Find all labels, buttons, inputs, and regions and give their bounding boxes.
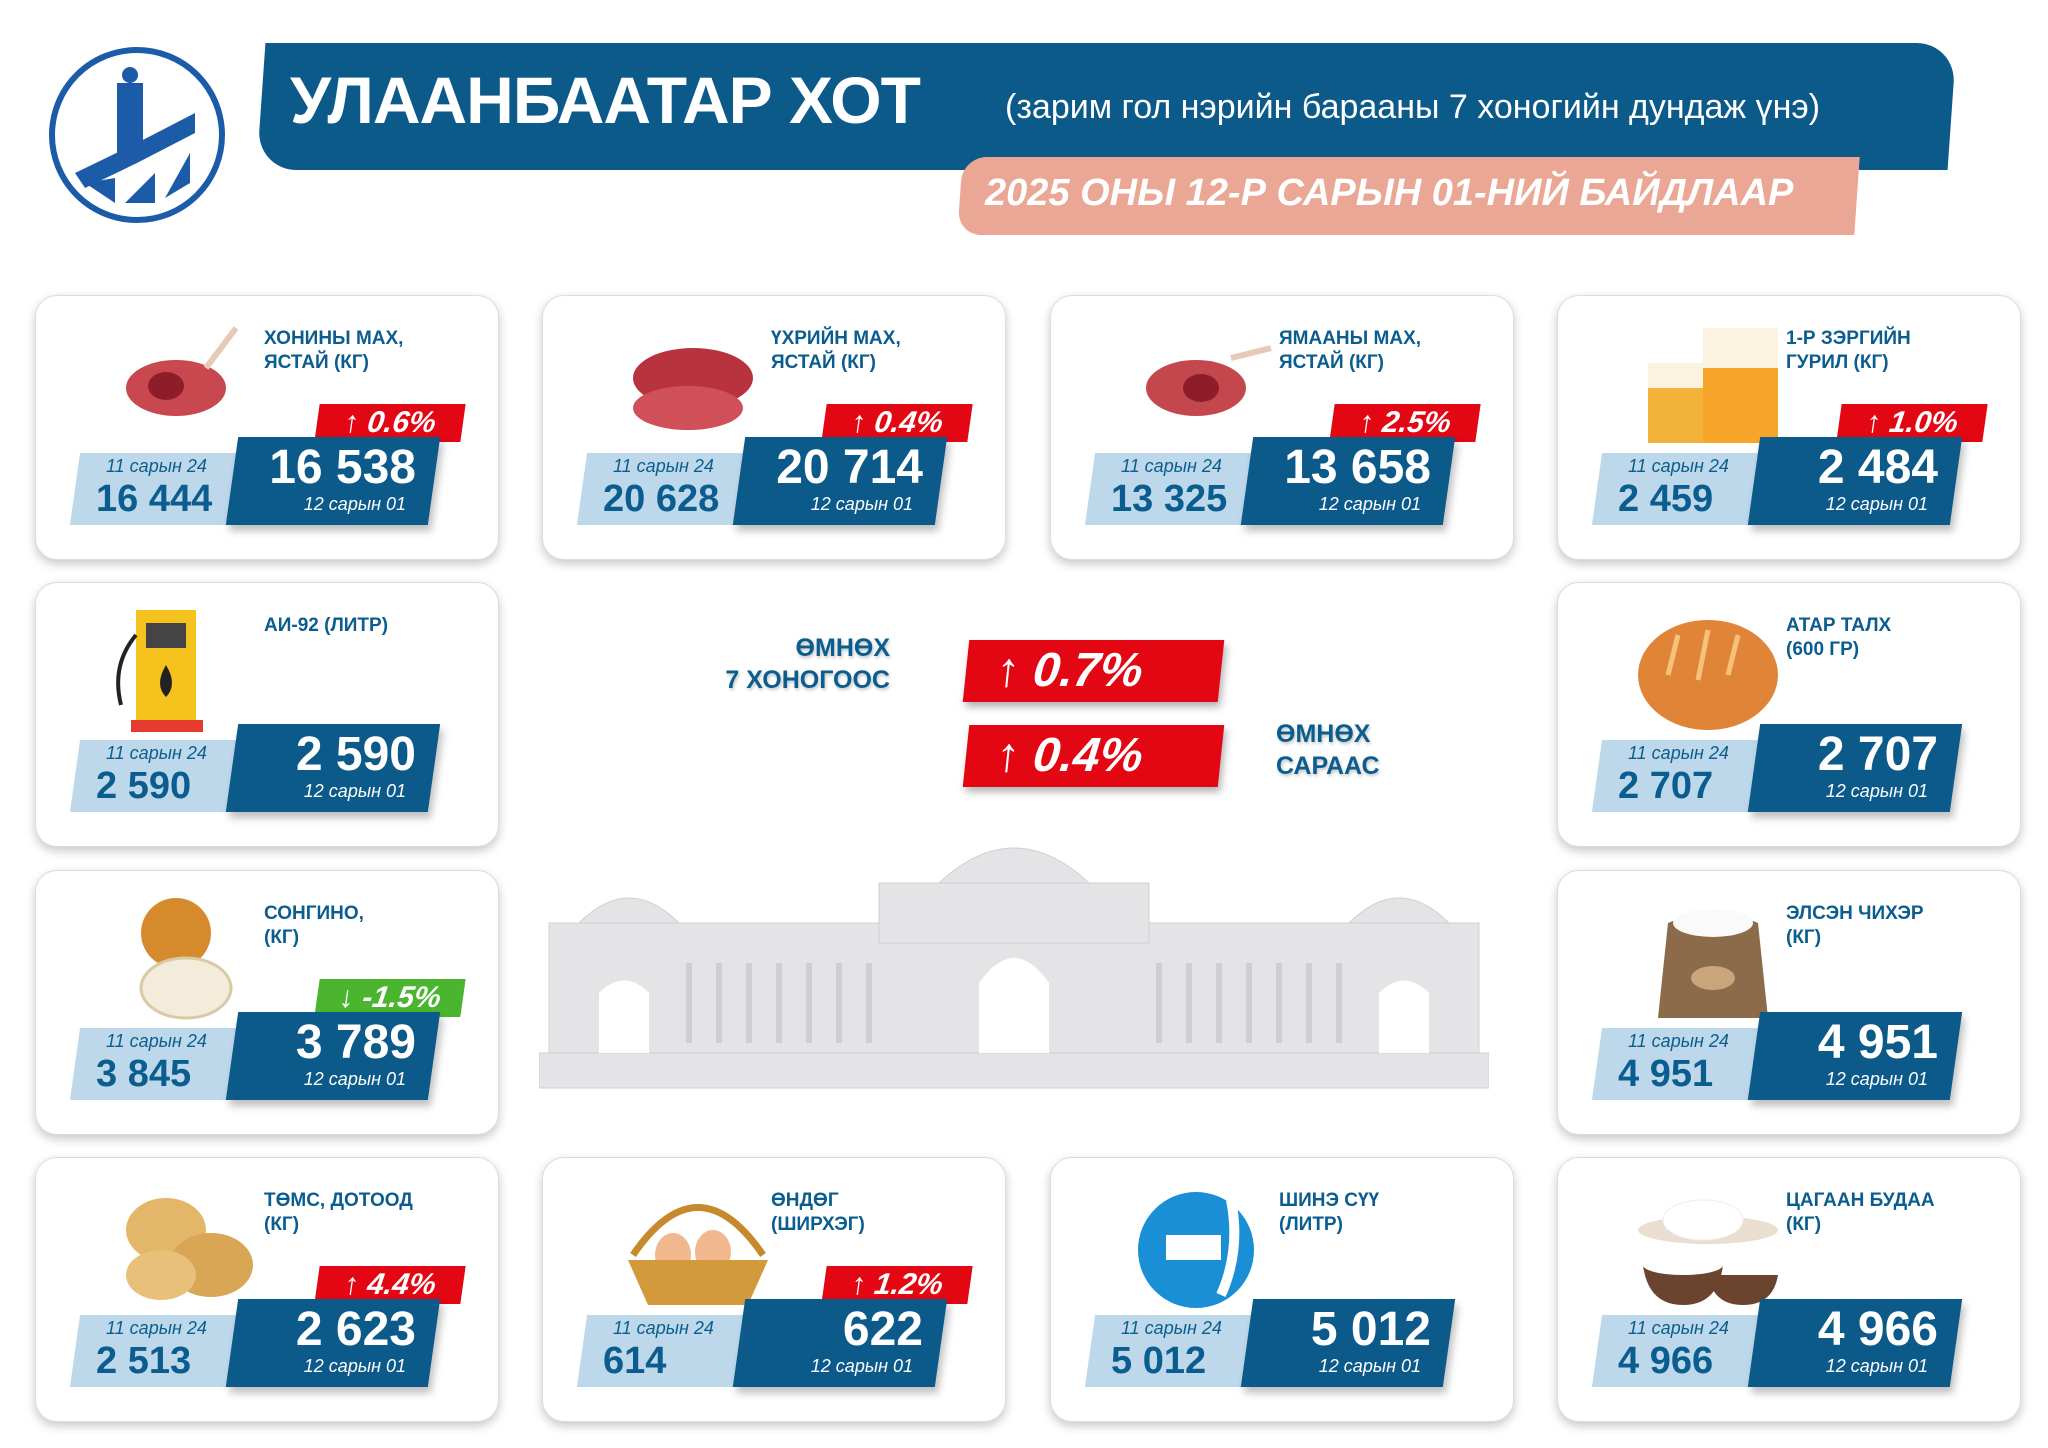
price-card: ЭЛСЭН ЧИХЭР (КГ) 11 сарын 24 4 951 4 951 12 … <box>1557 870 2021 1135</box>
page-title: УЛААНБААТАР ХОТ <box>290 63 921 137</box>
onion-icon <box>139 898 233 1020</box>
curr-date-label: 12 сарын 01 <box>303 781 406 801</box>
date-label: 2025 ОНЫ 12-Р САРЫН 01-НИЙ БАЙДЛААР <box>985 172 1794 214</box>
prev-date-label: 11 сарын 24 <box>1121 1318 1222 1338</box>
curr-date-label: 12 сарын 01 <box>303 1356 406 1376</box>
price-card: ХОНИНЫ МАХ, ЯСТАЙ (КГ) ↑ 0.6% 11 сарын 24 1… <box>35 295 499 560</box>
prev-price: 5 012 <box>1111 1340 1207 1382</box>
prev-price: 2 707 <box>1618 765 1714 807</box>
prev-price: 4 951 <box>1618 1053 1714 1095</box>
item-title: ҮХРИЙН МАХ, ЯСТАЙ (КГ) <box>771 328 901 373</box>
item-title: ЯМААНЫ МАХ, ЯСТАЙ (КГ) <box>1279 328 1422 373</box>
curr-date-label: 12 сарын 01 <box>810 494 913 514</box>
curr-date-label: 12 сарын 01 <box>1825 1356 1928 1376</box>
beef-icon <box>633 348 753 430</box>
prev-price: 614 <box>603 1340 667 1382</box>
prev-date-label: 11 сарын 24 <box>1628 743 1729 763</box>
prev-price: 2 590 <box>96 765 192 807</box>
month-label: ӨМНӨХ САРААС <box>1276 720 1380 780</box>
curr-price: 3 789 <box>295 1016 416 1069</box>
curr-price: 16 538 <box>269 441 416 494</box>
curr-price: 2 623 <box>295 1303 416 1356</box>
prev-price: 3 845 <box>96 1053 192 1095</box>
item-title: СОНГИНО, (КГ) <box>264 903 364 948</box>
price-card: ШИНЭ СҮҮ (ЛИТР) 11 сарын 24 5 012 5 012 12 с… <box>1050 1157 1514 1422</box>
curr-price: 4 951 <box>1817 1016 1938 1069</box>
week-label: ӨМНӨХ 7 ХОНОГООС <box>725 634 890 694</box>
price-card: ҮХРИЙН МАХ, ЯСТАЙ (КГ) ↑ 0.4% 11 сарын 24 2… <box>542 295 1006 560</box>
lamb-meat-icon <box>126 326 239 416</box>
prev-price: 2 459 <box>1618 478 1714 520</box>
price-card: ТӨМС, ДОТООД (КГ) ↑ 4.4% 11 сарын 24 2 513 2… <box>35 1157 499 1422</box>
curr-price: 5 012 <box>1310 1303 1431 1356</box>
curr-price: 20 714 <box>776 441 923 494</box>
curr-date-label: 12 сарын 01 <box>1318 1356 1421 1376</box>
curr-price: 13 658 <box>1284 441 1431 494</box>
prev-price: 16 444 <box>96 478 213 520</box>
item-title: АТАР ТАЛХ (600 ГР) <box>1786 615 1892 660</box>
curr-date-label: 12 сарын 01 <box>1825 781 1928 801</box>
prev-price: 13 325 <box>1111 478 1228 520</box>
sugar-sack-icon <box>1658 909 1768 1018</box>
curr-date-label: 12 сарын 01 <box>1825 494 1928 514</box>
item-title: ХОНИНЫ МАХ, ЯСТАЙ (КГ) <box>264 328 404 373</box>
government-palace-illustration <box>538 823 1490 1098</box>
page-subtitle: (зарим гол нэрийн барааны 7 хоногийн дун… <box>1005 88 1821 126</box>
item-title: ЭЛСЭН ЧИХЭР (КГ) <box>1786 903 1924 948</box>
potato-icon <box>126 1198 253 1300</box>
nso-logo <box>49 47 225 223</box>
item-title: ТӨМС, ДОТООД (КГ) <box>264 1190 413 1235</box>
prev-price: 2 513 <box>96 1340 192 1382</box>
week-change-badge: ↑ 0.7% <box>962 640 1225 702</box>
price-card: ӨНДӨГ (ШИРХЭГ) ↑ 1.2% 11 сарын 24 614 622 12 … <box>542 1157 1006 1422</box>
prev-date-label: 11 сарын 24 <box>106 456 207 476</box>
prev-date-label: 11 сарын 24 <box>1628 456 1729 476</box>
prev-date-label: 11 сарын 24 <box>106 1031 207 1051</box>
goat-meat-icon <box>1146 345 1272 416</box>
price-card: АИ-92 (ЛИТР) 11 сарын 24 2 590 2 590 12 сары… <box>35 582 499 847</box>
curr-price: 2 590 <box>295 728 416 781</box>
price-card: ЯМААНЫ МАХ, ЯСТАЙ (КГ) ↑ 2.5% 11 сарын 24 1… <box>1050 295 1514 560</box>
rice-icon <box>1638 1199 1778 1305</box>
item-title: ЦАГААН БУДАА (КГ) <box>1786 1190 1935 1235</box>
curr-date-label: 12 сарын 01 <box>1318 494 1421 514</box>
curr-price: 2 707 <box>1817 728 1938 781</box>
curr-price: 2 484 <box>1817 441 1938 494</box>
price-card: СОНГИНО, (КГ) ↓ -1.5% 11 сарын 24 3 845 3 78… <box>35 870 499 1135</box>
milk-icon <box>1138 1192 1254 1308</box>
prev-date-label: 11 сарын 24 <box>1121 456 1222 476</box>
fuel-pump-icon <box>116 610 203 732</box>
item-title: 1-Р ЗЭРГИЙН ГУРИЛ (КГ) <box>1786 328 1911 373</box>
item-title: АИ-92 (ЛИТР) <box>264 615 389 636</box>
price-card: 1-Р ЗЭРГИЙН ГУРИЛ (КГ) ↑ 1.0% 11 сарын 24 2… <box>1557 295 2021 560</box>
price-card: ЦАГААН БУДАА (КГ) 11 сарын 24 4 966 4 966 12… <box>1557 1157 2021 1422</box>
bread-icon <box>1638 620 1778 730</box>
curr-date-label: 12 сарын 01 <box>303 1069 406 1089</box>
eggs-basket-icon <box>628 1204 768 1305</box>
item-title: ШИНЭ СҮҮ (ЛИТР) <box>1279 1190 1380 1235</box>
prev-date-label: 11 сарын 24 <box>1628 1031 1729 1051</box>
month-change-badge: ↑ 0.4% <box>962 725 1225 787</box>
flour-icon <box>1648 328 1778 443</box>
prev-price: 20 628 <box>603 478 720 520</box>
prev-date-label: 11 сарын 24 <box>106 743 207 763</box>
curr-date-label: 12 сарын 01 <box>1825 1069 1928 1089</box>
prev-date-label: 11 сарын 24 <box>613 1318 714 1338</box>
prev-date-label: 11 сарын 24 <box>1628 1318 1729 1338</box>
item-title: ӨНДӨГ (ШИРХЭГ) <box>771 1190 865 1235</box>
curr-price: 622 <box>842 1303 923 1356</box>
curr-date-label: 12 сарын 01 <box>810 1356 913 1376</box>
prev-price: 4 966 <box>1618 1340 1714 1382</box>
curr-date-label: 12 сарын 01 <box>303 494 406 514</box>
prev-date-label: 11 сарын 24 <box>106 1318 207 1338</box>
curr-price: 4 966 <box>1817 1303 1938 1356</box>
price-card: АТАР ТАЛХ (600 ГР) 11 сарын 24 2 707 2 707 1… <box>1557 582 2021 847</box>
prev-date-label: 11 сарын 24 <box>613 456 714 476</box>
